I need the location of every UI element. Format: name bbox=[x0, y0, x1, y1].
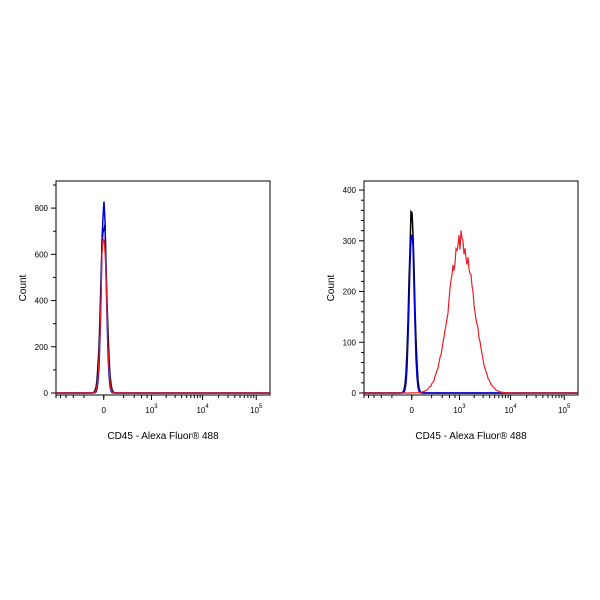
y-tick-label: 400 bbox=[35, 297, 49, 306]
x-tick-label-exponent: 3 bbox=[154, 404, 158, 410]
x-tick-label: 104 bbox=[196, 404, 209, 415]
x-tick-label: 105 bbox=[558, 404, 571, 415]
histogram-series-line bbox=[56, 237, 270, 394]
histogram-series-line bbox=[56, 224, 270, 394]
x-tick-label-exponent: 5 bbox=[259, 404, 263, 410]
x-tick-label-exponent: 4 bbox=[513, 404, 517, 410]
x-tick-label-base: 10 bbox=[453, 406, 462, 415]
x-tick-label: 103 bbox=[453, 404, 466, 415]
histogram-series-line bbox=[56, 201, 270, 394]
x-tick-label: 105 bbox=[250, 404, 263, 415]
histogram-series-line bbox=[364, 209, 578, 394]
y-tick-label: 200 bbox=[343, 288, 357, 297]
x-tick-label-base: 10 bbox=[250, 406, 259, 415]
histogram-series-line bbox=[364, 234, 578, 394]
y-tick-label: 100 bbox=[343, 338, 357, 347]
plot-frame bbox=[55, 180, 271, 396]
y-tick-label: 300 bbox=[343, 237, 357, 246]
x-tick-label-base: 10 bbox=[504, 406, 513, 415]
y-tick-label: 400 bbox=[343, 186, 357, 195]
plot-frame bbox=[363, 180, 579, 396]
y-tick-label: 200 bbox=[35, 343, 49, 352]
y-axis-title: Count bbox=[326, 274, 337, 301]
y-tick-label: 0 bbox=[352, 389, 357, 398]
x-tick-label: 0 bbox=[410, 406, 415, 415]
y-tick-label: 800 bbox=[35, 204, 49, 213]
y-tick-label: 600 bbox=[35, 250, 49, 259]
x-axis-title: CD45 - Alexa Fluor® 488 bbox=[107, 431, 219, 442]
x-axis-title: CD45 - Alexa Fluor® 488 bbox=[415, 431, 527, 442]
x-tick-label-exponent: 4 bbox=[205, 404, 209, 410]
x-tick-label-exponent: 3 bbox=[462, 404, 466, 410]
x-tick-label-exponent: 5 bbox=[567, 404, 571, 410]
x-tick-label-base: 10 bbox=[196, 406, 205, 415]
histogram-series-line bbox=[364, 230, 578, 394]
x-tick-label: 103 bbox=[145, 404, 158, 415]
y-axis-title: Count bbox=[18, 274, 29, 301]
y-tick-label: 0 bbox=[44, 389, 49, 398]
x-tick-label: 0 bbox=[102, 406, 107, 415]
x-tick-label: 104 bbox=[504, 404, 517, 415]
x-tick-label-base: 10 bbox=[145, 406, 154, 415]
x-tick-label-base: 10 bbox=[558, 406, 567, 415]
